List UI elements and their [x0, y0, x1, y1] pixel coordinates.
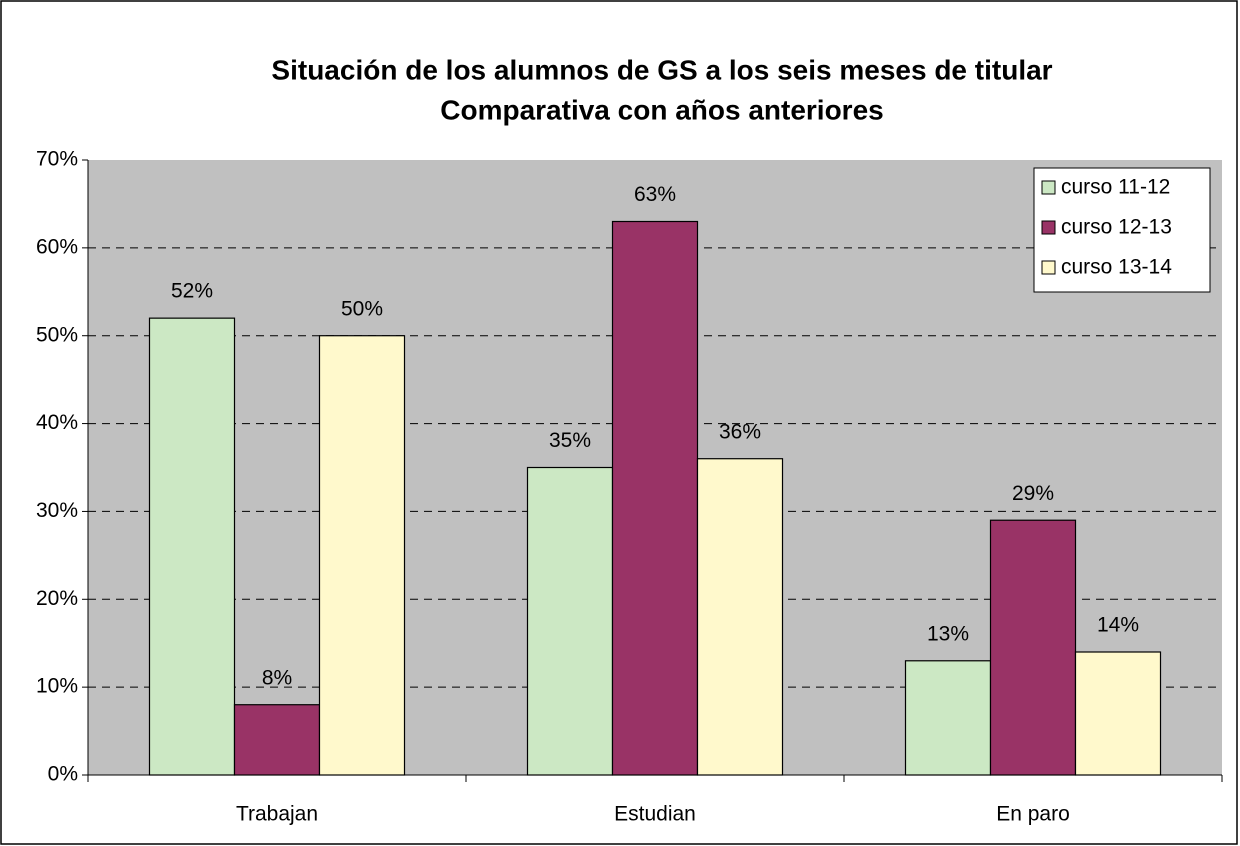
bar	[1074, 651, 1162, 776]
chart-subtitle: Comparativa con años anteriores	[440, 94, 883, 125]
bar	[904, 660, 992, 776]
value-label: 14%	[1097, 614, 1139, 637]
legend-box	[1033, 167, 1211, 293]
legend-swatch	[1041, 220, 1056, 235]
value-label: 50%	[341, 297, 383, 320]
bar	[526, 466, 614, 776]
legend-swatch	[1041, 260, 1056, 275]
bar	[318, 335, 406, 776]
value-label: 36%	[719, 420, 761, 443]
value-label: 8%	[262, 666, 292, 689]
y-tick-label: 0%	[48, 763, 78, 786]
y-tick-label: 60%	[36, 235, 78, 258]
x-tick-label: Trabajan	[236, 803, 318, 826]
y-tick-label: 70%	[36, 148, 78, 171]
bar	[148, 317, 236, 776]
legend-label: curso 13-14	[1061, 256, 1172, 279]
y-tick-label: 50%	[36, 323, 78, 346]
value-label: 35%	[549, 429, 591, 452]
x-tick-label: En paro	[996, 803, 1070, 826]
bar	[611, 220, 699, 776]
value-label: 63%	[634, 183, 676, 206]
bar	[989, 519, 1077, 776]
value-label: 29%	[1012, 482, 1054, 505]
y-tick-label: 10%	[36, 675, 78, 698]
value-label: 13%	[927, 622, 969, 645]
y-tick-label: 20%	[36, 587, 78, 610]
legend-label: curso 11-12	[1061, 176, 1170, 199]
x-tick-label: Estudian	[614, 803, 696, 826]
value-label: 52%	[171, 280, 213, 303]
y-tick-label: 40%	[36, 411, 78, 434]
legend-label: curso 12-13	[1061, 216, 1172, 239]
y-tick-label: 30%	[36, 499, 78, 522]
bar	[233, 704, 321, 776]
legend-swatch	[1041, 180, 1056, 195]
chart-title: Situación de los alumnos de GS a los sei…	[271, 54, 1052, 85]
bar	[696, 458, 784, 776]
